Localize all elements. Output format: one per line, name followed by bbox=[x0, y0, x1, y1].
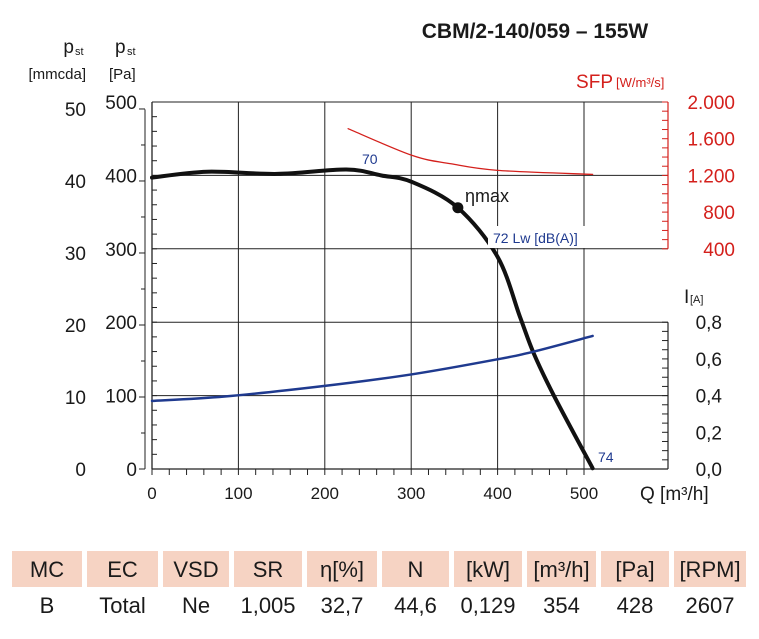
table-value-cell: 32,7 bbox=[320, 593, 364, 618]
eta-max-marker bbox=[452, 202, 464, 214]
eta-max-label: ηmax bbox=[465, 186, 509, 206]
table-header-cell: η[%] bbox=[307, 551, 377, 587]
y-label-mmcda-p: p bbox=[63, 37, 74, 58]
y-tick-label-mmcda: 20 bbox=[65, 316, 86, 337]
chart-title: CBM/2-140/059 – 155W bbox=[422, 20, 649, 43]
y-tick-label-current: 0,4 bbox=[696, 387, 723, 408]
sound-level-label: 70 bbox=[362, 151, 378, 167]
y-label-pa-sub: st bbox=[127, 46, 136, 58]
table-value-cell: Total bbox=[99, 593, 146, 618]
table-header-cell: N bbox=[382, 551, 449, 587]
table-value-cell: 0,129 bbox=[460, 593, 516, 618]
table-header-cell: [kW] bbox=[454, 551, 522, 587]
table-value-cell: 1,005 bbox=[240, 593, 296, 618]
y-tick-label-current: 0,0 bbox=[696, 460, 722, 481]
y-tick-label-pa: 0 bbox=[126, 460, 137, 481]
y-label-mmcda-unit: [mmcda] bbox=[28, 66, 86, 83]
y-label-pa-unit: [Pa] bbox=[109, 66, 136, 83]
table-header-cell: VSD bbox=[163, 551, 229, 587]
y-label-sfp-unit: [W/m³/s] bbox=[616, 75, 664, 90]
sound-level-label: 72 Lw [dB(A)] bbox=[493, 230, 578, 246]
table-value-cell: 44,6 bbox=[394, 593, 437, 618]
y-label-sfp: SFP bbox=[576, 72, 613, 93]
table-header-cell: EC bbox=[87, 551, 158, 587]
x-axis-label: Q [m³/h] bbox=[640, 484, 709, 505]
y-label-pa-p: p bbox=[115, 37, 126, 58]
y-tick-label-pa: 100 bbox=[105, 387, 137, 408]
y-tick-label-current: 0,6 bbox=[696, 350, 722, 371]
y-tick-label-sfp: 1.600 bbox=[687, 130, 735, 151]
y-tick-label-sfp: 1.200 bbox=[687, 166, 735, 187]
y-tick-label-mmcda: 10 bbox=[65, 388, 86, 409]
y-tick-label-sfp: 2.000 bbox=[687, 93, 735, 114]
table-value-cell: 2607 bbox=[685, 593, 735, 618]
y-tick-label-mmcda: 50 bbox=[65, 100, 86, 121]
y-label-mmcda-sub: st bbox=[75, 46, 84, 58]
chart-svg: CBM/2-140/059 – 155W 0 100 200 300 400 500010… bbox=[28, 20, 735, 505]
table-header-cell: [m³/h] bbox=[527, 551, 596, 587]
x-tick-label: 200 bbox=[311, 484, 339, 503]
y-tick-label-pa: 300 bbox=[105, 240, 137, 261]
table-header-cell: [RPM] bbox=[674, 551, 746, 587]
table-value-cell: 354 bbox=[543, 593, 580, 618]
y-tick-label-mmcda: 30 bbox=[65, 244, 86, 265]
table-value-cell: 428 bbox=[616, 593, 654, 618]
x-tick-label: 0 bbox=[147, 484, 156, 503]
x-tick-label: 500 bbox=[570, 484, 598, 503]
x-tick-label: 300 bbox=[397, 484, 425, 503]
table-header-cell: SR bbox=[234, 551, 302, 587]
current-curve bbox=[150, 334, 594, 403]
x-tick-label: 400 bbox=[483, 484, 511, 503]
y-tick-label-sfp: 400 bbox=[703, 240, 735, 261]
label-background bbox=[488, 226, 598, 248]
y-tick-label-pa: 200 bbox=[105, 313, 137, 334]
y-tick-label-pa: 500 bbox=[105, 93, 137, 114]
y-tick-label-mmcda: 40 bbox=[65, 172, 86, 193]
y-tick-label-mmcda: 0 bbox=[75, 460, 86, 481]
y-tick-label-sfp: 800 bbox=[703, 203, 735, 224]
table-header-cell: MC bbox=[12, 551, 82, 587]
table-value-cell: B bbox=[39, 593, 55, 618]
x-tick-label: 100 bbox=[224, 484, 252, 503]
y-tick-label-current: 0,8 bbox=[696, 313, 722, 334]
y-label-current-unit: [A] bbox=[690, 294, 703, 306]
table-value-cell: Ne bbox=[181, 593, 211, 618]
pressure-curve bbox=[150, 167, 595, 471]
y-tick-label-pa: 400 bbox=[105, 166, 137, 187]
table-header-cell: [Pa] bbox=[601, 551, 669, 587]
sound-level-label: 74 bbox=[598, 449, 614, 465]
sfp-curve bbox=[347, 128, 594, 176]
y-label-current: I bbox=[684, 287, 689, 308]
y-tick-label-current: 0,2 bbox=[696, 423, 722, 444]
